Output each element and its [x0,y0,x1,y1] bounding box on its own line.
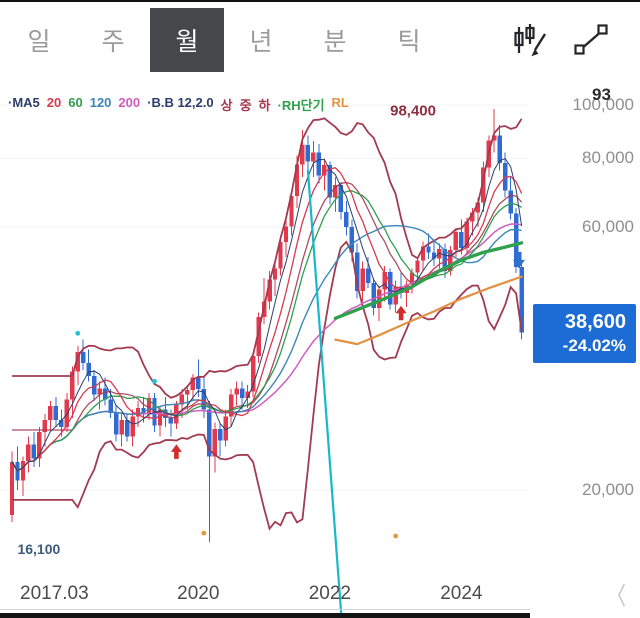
top-right-value: 93 [592,85,611,104]
tab-주[interactable]: 주 [101,28,125,56]
chart-legend: ·MA5 20 60 120 200 ·B.B 12,2.0 상 중 하 ·RH단기 RL [8,95,356,114]
legend-item-9: ·RH단기 [277,98,325,113]
legend-item-4: 200 [118,95,141,110]
legend-item-10: RL [331,95,349,110]
legend-item-7: 중 [239,98,252,113]
y-axis-label: 100,000 [572,95,634,114]
current-price-badge: 38,600 -24.02% [533,303,636,363]
tab-년[interactable]: 년 [249,28,273,56]
price-axis-panel: 100,000 80,000 60,000 20,000 93 38,600 -24.… [530,78,640,618]
legend-item-8: 하 [258,98,271,113]
chart-area[interactable]: ·MA5 20 60 120 200 ·B.B 12,2.0 상 중 하 ·RH단기 RL 98,4… [0,78,640,618]
chart-edit-icon[interactable] [510,21,548,59]
candlestick-chart[interactable] [0,78,640,618]
bottom-hairline [0,609,640,610]
current-price: 38,600 [564,310,626,333]
tab-일[interactable]: 일 [27,28,51,56]
legend-item-0: ·MA5 [8,95,40,110]
tab-분[interactable]: 분 [323,28,347,56]
legend-item-1: 20 [46,95,62,110]
legend-item-6: 상 [220,98,233,113]
toolbar-icons [510,21,640,59]
y-axis-label: 80,000 [582,148,634,168]
y-axis-label: 60,000 [582,217,634,237]
y-axis-label: 20,000 [582,479,634,499]
legend-item-3: 120 [89,95,112,110]
legend-item-2: 60 [68,95,83,110]
top-divider [0,0,640,2]
period-high-label: 98,400 [390,102,436,120]
legend-item-5: ·B.B 12,2.0 [147,95,214,110]
axis-collapse-chevron[interactable]: 〈 [606,583,626,611]
tab-월[interactable]: 월 [150,8,224,72]
price-change-percent: -24.02% [562,335,626,355]
bottom-divider [0,613,640,618]
tab-틱[interactable]: 틱 [397,28,421,56]
period-low-label: 16,100 [17,541,61,558]
drawing-tool-icon[interactable] [572,21,610,59]
